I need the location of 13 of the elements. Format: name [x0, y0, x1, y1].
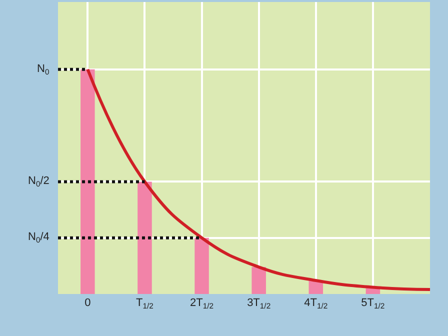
bar — [252, 267, 266, 294]
x-tick-label: 3T$_{1/2}$ — [247, 297, 271, 310]
ref-line-label: N$_{0}$/2 — [28, 175, 50, 188]
ref-line-label: N$_{0}$ — [37, 63, 50, 76]
x-tick-label: 2T$_{1/2}$ — [190, 297, 214, 310]
x-tick-label: 4T$_{1/2}$ — [304, 297, 328, 310]
ref-line-label: N$_{0}$/4 — [28, 231, 50, 244]
bar — [194, 238, 209, 294]
x-tick-label: 0 — [84, 297, 91, 309]
bar — [138, 182, 152, 294]
x-tick-label: T$_{1/2}$ — [136, 297, 154, 310]
bar — [80, 69, 95, 294]
x-tick-label: 5T$_{1/2}$ — [361, 297, 385, 310]
